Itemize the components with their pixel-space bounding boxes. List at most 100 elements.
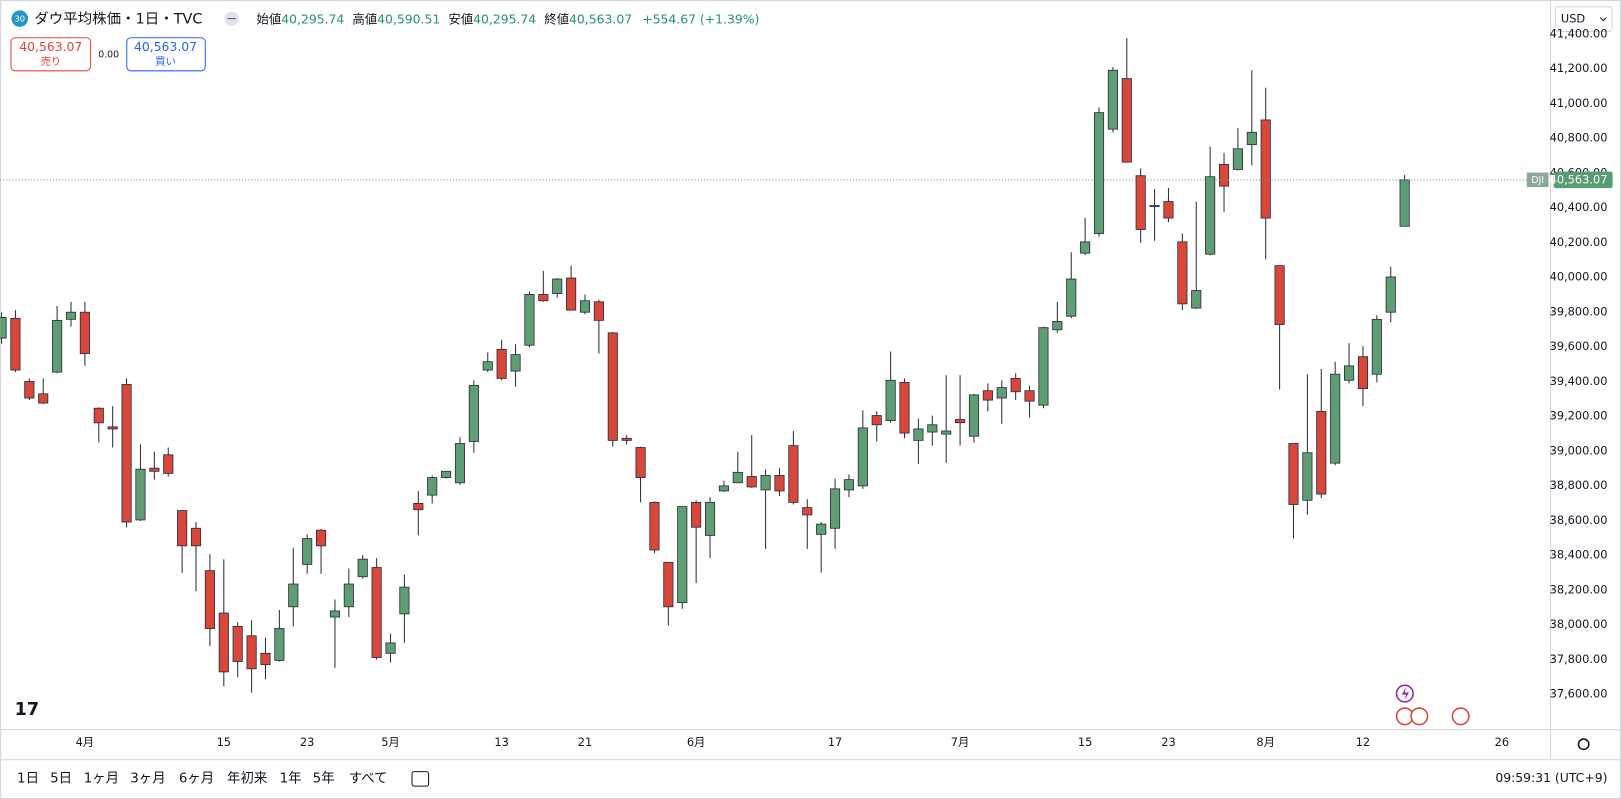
currency-select[interactable] bbox=[1554, 6, 1613, 33]
candle-body bbox=[871, 415, 882, 426]
candle-body bbox=[996, 387, 1007, 399]
y-tick-label: 39,000.00 bbox=[1550, 443, 1608, 457]
candle-body bbox=[1038, 327, 1049, 406]
range-button[interactable]: 1日 bbox=[17, 771, 39, 786]
candle-body bbox=[218, 612, 229, 673]
y-tick-label: 38,400.00 bbox=[1550, 548, 1608, 562]
buy-label: 買い bbox=[155, 56, 176, 68]
candle-body bbox=[454, 443, 466, 484]
high-value: 40,590.51 bbox=[377, 11, 440, 26]
candle-body bbox=[691, 501, 702, 528]
candle-body bbox=[163, 454, 174, 474]
y-tick-label: 39,400.00 bbox=[1550, 374, 1608, 388]
close-value: 40,563.07 bbox=[569, 11, 632, 26]
candle-body bbox=[1288, 443, 1299, 505]
candle-body bbox=[1121, 78, 1132, 163]
symbol-title[interactable]: ダウ平均株価・1日・TVC bbox=[34, 11, 202, 28]
y-tick-label: 41,200.00 bbox=[1550, 61, 1608, 75]
sell-button[interactable] bbox=[10, 37, 92, 72]
x-tick-label: 8月 bbox=[1256, 735, 1275, 749]
candle-body bbox=[857, 427, 868, 487]
candle-body bbox=[329, 610, 341, 618]
candle-body bbox=[579, 300, 591, 313]
candle-body bbox=[649, 501, 660, 551]
candle-body bbox=[774, 475, 785, 492]
plot-area bbox=[0, 38, 1410, 693]
candle-body bbox=[385, 642, 396, 654]
candle-body bbox=[899, 381, 910, 434]
candle-body bbox=[0, 317, 7, 339]
y-tick-label: 39,800.00 bbox=[1550, 304, 1608, 318]
range-button[interactable]: 年初来 bbox=[227, 770, 267, 786]
low-label: 安値 bbox=[448, 11, 473, 26]
y-tick-label: 39,200.00 bbox=[1550, 409, 1608, 423]
date-range-button[interactable] bbox=[411, 771, 430, 787]
currency: USD bbox=[1561, 12, 1586, 26]
x-tick-label: 13 bbox=[494, 735, 508, 749]
candle-body bbox=[829, 488, 841, 529]
candle-body bbox=[913, 428, 924, 441]
close-label: 終値 bbox=[544, 11, 569, 26]
tv-logo[interactable]: 17 bbox=[15, 700, 39, 720]
change: +554.67 (+1.39%) bbox=[642, 11, 759, 26]
range-button[interactable]: 1年 bbox=[280, 770, 302, 786]
candle-body bbox=[107, 426, 118, 430]
candle-body bbox=[135, 468, 146, 521]
sell-label: 売り bbox=[40, 55, 61, 68]
y-tick-label: 40,800.00 bbox=[1550, 131, 1608, 145]
candle-body bbox=[65, 311, 77, 320]
x-tick-label: 23 bbox=[1161, 735, 1175, 749]
price-tag-text: 40,563.07 bbox=[1550, 172, 1608, 186]
candle-body bbox=[1218, 163, 1230, 187]
y-tick-label: 38,600.00 bbox=[1550, 513, 1608, 527]
candle-body bbox=[802, 507, 813, 516]
candle-body bbox=[413, 503, 424, 511]
candle-body bbox=[288, 583, 299, 608]
candle-body bbox=[566, 277, 577, 311]
spread: 0.00 bbox=[98, 49, 119, 60]
y-tick-label: 38,800.00 bbox=[1550, 478, 1608, 492]
x-tick-label: 12 bbox=[1356, 735, 1370, 749]
symbol-tag-text: DJI bbox=[1531, 175, 1544, 186]
range-button[interactable]: 5日 bbox=[50, 771, 72, 786]
range-button[interactable]: 3ヶ月 bbox=[130, 771, 165, 786]
candle-body bbox=[816, 523, 827, 535]
candle-body bbox=[538, 294, 549, 302]
candle-body bbox=[510, 354, 521, 372]
candle-body bbox=[274, 628, 285, 661]
range-button[interactable]: 6ヶ月 bbox=[179, 771, 214, 786]
y-tick-label: 40,400.00 bbox=[1550, 200, 1608, 214]
buy-button[interactable] bbox=[126, 37, 206, 72]
candle-body bbox=[1093, 112, 1105, 234]
candle-body bbox=[1302, 452, 1313, 501]
candle-body bbox=[1107, 69, 1118, 130]
y-tick-label: 41,000.00 bbox=[1550, 96, 1608, 110]
x-tick-label: 5月 bbox=[381, 735, 400, 749]
candle-body bbox=[1357, 356, 1369, 390]
candle-body bbox=[149, 467, 160, 472]
candle-body bbox=[746, 476, 757, 488]
x-tick-label: 23 bbox=[300, 735, 314, 749]
candle-body bbox=[246, 635, 257, 670]
us-flag[interactable] bbox=[1451, 707, 1470, 726]
candle-body bbox=[968, 394, 980, 437]
range-button[interactable]: 1ヶ月 bbox=[84, 771, 119, 786]
range-button[interactable]: 5年 bbox=[313, 770, 335, 786]
candle-body bbox=[1163, 201, 1174, 219]
range-button[interactable]: すべて bbox=[349, 770, 388, 786]
dropdown-arrow bbox=[1599, 17, 1607, 22]
candle-body bbox=[1066, 278, 1077, 317]
x-tick-label: 26 bbox=[1495, 735, 1509, 749]
us-flag[interactable] bbox=[1410, 707, 1429, 726]
candle-body bbox=[885, 379, 896, 421]
candle-body bbox=[1149, 205, 1160, 208]
candle-body bbox=[1274, 265, 1285, 325]
candle-body bbox=[524, 294, 535, 346]
settings-button[interactable] bbox=[1577, 738, 1590, 751]
candle-body bbox=[593, 301, 604, 321]
candle-body bbox=[1316, 410, 1327, 495]
x-tick-label: 17 bbox=[828, 735, 842, 749]
candle-body bbox=[732, 471, 743, 484]
